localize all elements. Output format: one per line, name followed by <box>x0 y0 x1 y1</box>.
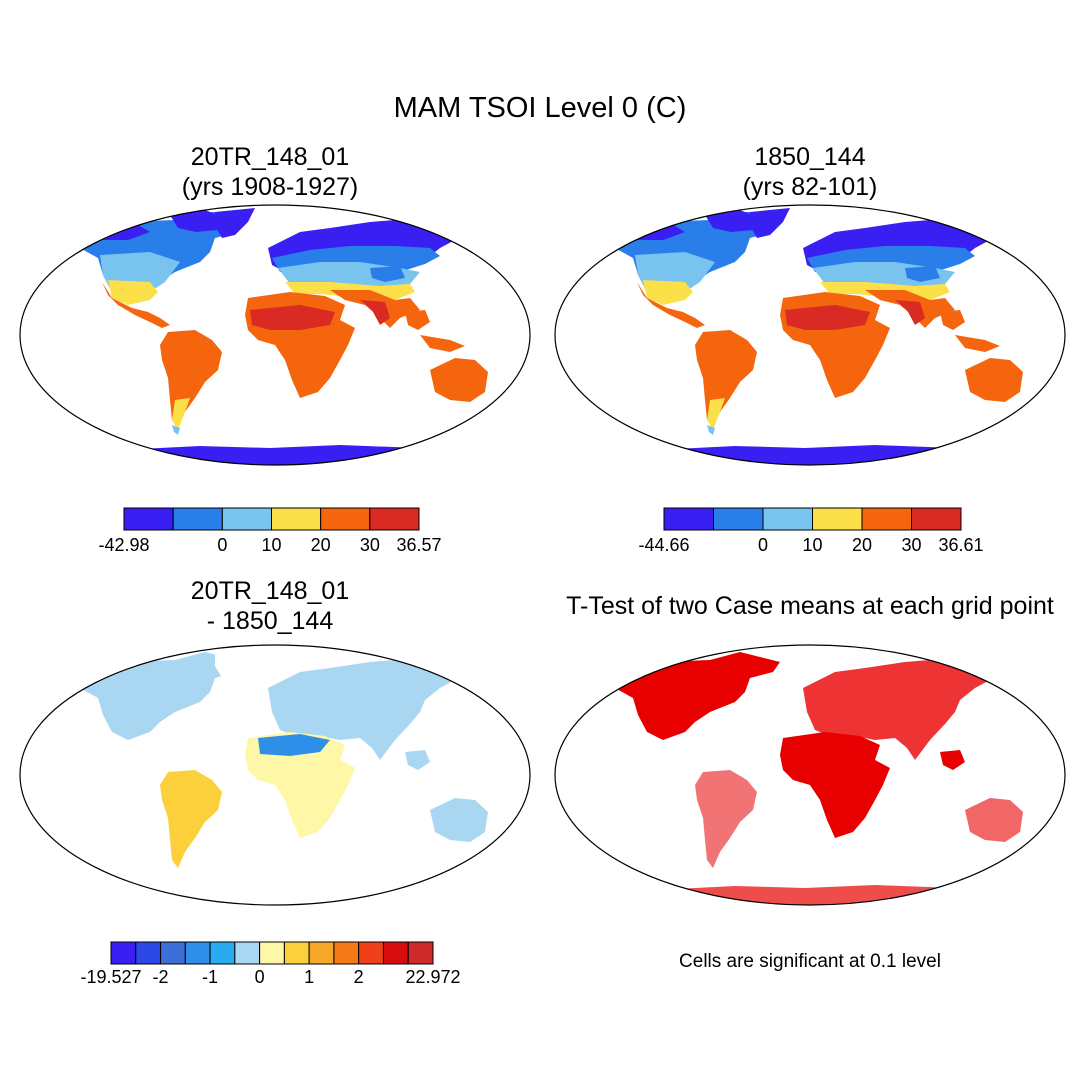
colorbar-swatch <box>369 507 420 531</box>
colorbar-tick-label: -19.527 <box>80 967 142 987</box>
panel-title-line1: T-Test of two Case means at each grid po… <box>566 592 1054 620</box>
panel-title-line1: 1850_144 <box>754 143 866 171</box>
map-border <box>19 204 531 466</box>
colorbar-swatch <box>271 507 322 531</box>
colorbar-tick-label: -2 <box>152 967 169 987</box>
map-panel-difference <box>72 648 488 905</box>
colorbar-swatch <box>283 941 310 965</box>
colorbar-swatch <box>407 941 434 965</box>
colorbar-tick-label: -1 <box>202 967 219 987</box>
panel-title-1850: 1850_144 (yrs 82-101) <box>640 142 980 202</box>
map-panel-ttest <box>607 652 1023 905</box>
colorbar-swatch <box>762 507 813 531</box>
map-panel-20tr <box>72 208 488 465</box>
colorbar-tick-label: 1 <box>304 967 315 987</box>
panel-title-line1: 20TR_148_01 <box>190 143 350 171</box>
colorbar-tick-label: 20 <box>310 535 331 555</box>
colorbar-swatch <box>234 941 261 965</box>
map-border <box>19 644 531 906</box>
colorbar-swatch <box>135 941 162 965</box>
colorbar-tick-label: 22.972 <box>405 967 461 987</box>
colorbar-difference <box>110 941 434 965</box>
colorbar-swatch <box>382 941 409 965</box>
map-border <box>554 204 1066 466</box>
colorbar-1850 <box>663 507 962 531</box>
colorbar-swatch <box>663 507 714 531</box>
colorbar-tick-label: 10 <box>802 535 823 555</box>
colorbar-tick-label: 2 <box>353 967 364 987</box>
significance-note: Cells are significant at 0.1 level <box>679 951 941 972</box>
colorbar-tick-label: 30 <box>359 535 380 555</box>
colorbar-tick-label: 0 <box>254 967 265 987</box>
colorbar-tick-label: -42.98 <box>98 535 150 555</box>
colorbar-swatch <box>713 507 764 531</box>
colorbar-swatch <box>123 507 174 531</box>
map-border <box>554 644 1066 906</box>
main-title: MAM TSOI Level 0 (C) <box>393 92 687 124</box>
colorbar-swatch <box>911 507 962 531</box>
colorbar-tick-label: 10 <box>261 535 282 555</box>
panel-title-line2: (yrs 82-101) <box>742 173 878 201</box>
colorbar-swatch <box>221 507 272 531</box>
panel-title-line1: 20TR_148_01 <box>190 577 350 605</box>
colorbar-swatch <box>209 941 236 965</box>
colorbar-swatch <box>184 941 211 965</box>
colorbar-swatch <box>172 507 223 531</box>
colorbar-tick-label: 36.61 <box>938 535 984 555</box>
colorbar-swatch <box>320 507 371 531</box>
colorbar-tick-label: 30 <box>901 535 922 555</box>
colorbar-tick-label: 0 <box>757 535 769 555</box>
colorbar-swatch <box>259 941 285 965</box>
panel-title-line2: - 1850_144 <box>206 607 334 635</box>
colorbar-tick-label: 0 <box>217 535 228 555</box>
colorbar-swatch <box>308 941 335 965</box>
colorbar-tick-label: 20 <box>851 535 873 555</box>
colorbar-swatch <box>110 941 137 965</box>
colorbar-tick-label: -44.66 <box>638 535 690 555</box>
colorbar-20tr <box>123 507 420 531</box>
map-panel-1850 <box>607 208 1023 465</box>
panel-title-20tr: 20TR_148_01 (yrs 1908-1927) <box>100 142 440 202</box>
colorbar-swatch <box>160 941 186 965</box>
panel-title-difference: 20TR_148_01 - 1850_144 <box>100 576 440 636</box>
colorbar-tick-label: 36.57 <box>396 535 442 555</box>
colorbar-swatch <box>861 507 912 531</box>
colorbar-swatch <box>812 507 863 531</box>
colorbar-swatch <box>358 941 384 965</box>
panel-title-line2: (yrs 1908-1927) <box>181 173 359 201</box>
colorbar-swatch <box>333 941 360 965</box>
panel-title-ttest: T-Test of two Case means at each grid po… <box>540 591 1080 621</box>
